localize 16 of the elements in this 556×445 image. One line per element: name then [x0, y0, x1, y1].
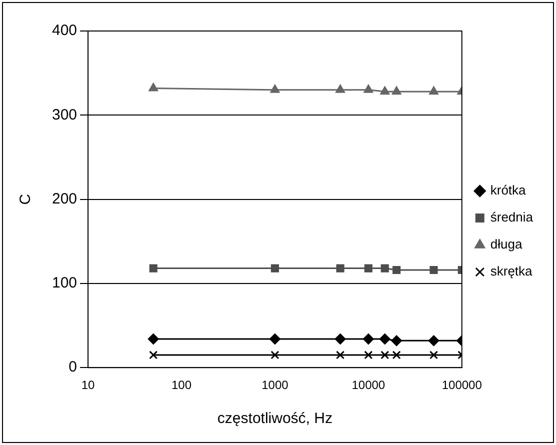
y-tick-label: 400: [52, 22, 78, 40]
legend-label: średnia: [490, 210, 534, 225]
y-tick-label: 0: [68, 358, 78, 376]
x-tick-label: 100: [171, 378, 192, 392]
x-axis-title: częstotliwość, Hz: [217, 410, 332, 428]
legend-label: długa: [490, 236, 523, 252]
x-tick-label: 1000: [262, 378, 289, 392]
y-axis-title: C: [17, 194, 34, 205]
x-tick-label: 10: [81, 378, 96, 392]
y-tick-label: 200: [52, 190, 78, 208]
y-tick-label: 300: [52, 106, 78, 124]
legend-label: skrętka: [490, 264, 534, 279]
legend-label: krótka: [490, 182, 527, 198]
x-tick-label: 100000: [442, 378, 482, 392]
x-tick-label: 10000: [352, 378, 386, 392]
y-tick-label: 100: [52, 274, 78, 292]
